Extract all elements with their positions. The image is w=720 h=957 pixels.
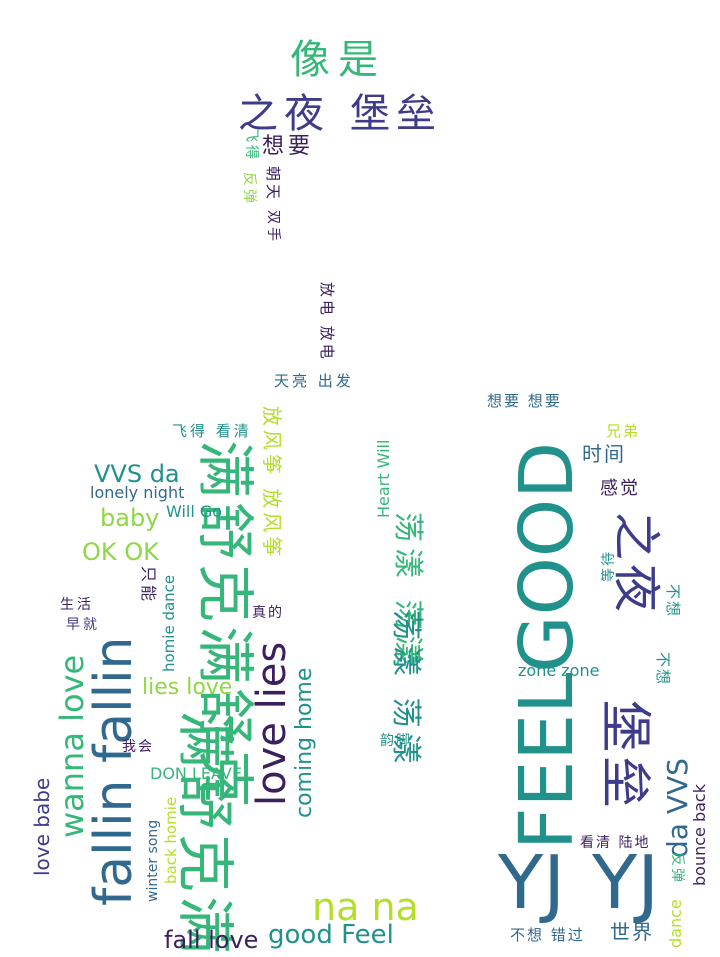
cloud-word: Will Go bbox=[166, 502, 223, 521]
cloud-word: 天亮 出发 bbox=[274, 372, 354, 390]
cloud-word: 双手 bbox=[265, 210, 281, 244]
cloud-word: 堡垒 bbox=[350, 91, 442, 137]
cloud-word: fall love bbox=[164, 926, 259, 954]
cloud-word: homie dance bbox=[160, 574, 178, 672]
cloud-word: baby bbox=[100, 504, 160, 532]
cloud-word: 堡垒 bbox=[594, 700, 654, 813]
cloud-word: 我会 bbox=[122, 739, 154, 755]
cloud-word: 想要 bbox=[262, 134, 315, 159]
cloud-word: 不想 错过 bbox=[510, 926, 585, 944]
cloud-word: fallin fallin bbox=[84, 636, 144, 906]
cloud-word: 反弹 bbox=[669, 852, 685, 884]
cloud-word: da VVS bbox=[661, 758, 694, 858]
cloud-word: 等待 bbox=[601, 550, 617, 582]
cloud-word: 只能 bbox=[139, 566, 158, 605]
cloud-word: 放电 放电 bbox=[318, 282, 336, 362]
cloud-word: na na bbox=[312, 885, 419, 929]
cloud-word: FEELGOOD bbox=[504, 441, 590, 850]
cloud-word: wanna love bbox=[53, 654, 91, 838]
cloud-word: 反弹 bbox=[241, 172, 257, 206]
cloud-word: 兄弟 bbox=[606, 422, 641, 440]
cloud-word: coming home bbox=[292, 667, 317, 818]
cloud-word: 不想 bbox=[664, 584, 682, 619]
cloud-word: zone zone bbox=[518, 661, 600, 680]
cloud-word: 时间 bbox=[582, 442, 626, 466]
cloud-word: 世界 bbox=[610, 920, 654, 944]
cloud-word: 不想 bbox=[654, 652, 672, 687]
cloud-word: 满舒克满舒克 bbox=[171, 710, 239, 957]
cloud-word: YJ bbox=[498, 840, 566, 926]
cloud-word: love babe bbox=[30, 777, 54, 876]
cloud-word: YJ bbox=[592, 840, 660, 926]
cloud-word: VVS da bbox=[94, 460, 180, 488]
cloud-word: 飞得 bbox=[243, 128, 259, 162]
cloud-word: Heart Will bbox=[374, 439, 393, 518]
cloud-word: 韵脚 bbox=[380, 733, 412, 749]
cloud-word: winter song bbox=[145, 819, 161, 902]
cloud-word: 想要 想要 bbox=[487, 392, 562, 410]
cloud-word: 之夜 bbox=[608, 512, 664, 617]
cloud-word: 放风筝 放风筝 bbox=[260, 406, 284, 561]
cloud-word: 生活 bbox=[60, 597, 94, 613]
cloud-word: good Feel bbox=[268, 920, 394, 950]
cloud-word: love lies bbox=[249, 641, 295, 806]
cloud-word: 之夜 bbox=[238, 91, 330, 137]
cloud-word: OK OK bbox=[82, 538, 159, 566]
cloud-word: 早就 bbox=[66, 617, 100, 633]
cloud-word: DON LEAVE bbox=[150, 764, 242, 783]
cloud-word: lies love bbox=[142, 675, 233, 700]
cloud-word: 感觉 bbox=[600, 478, 640, 499]
cloud-word: 看清 陆地 bbox=[580, 835, 651, 851]
cloud-word: 朝天 bbox=[264, 166, 282, 203]
cloud-word: dance bbox=[666, 899, 685, 948]
cloud-word: bounce back bbox=[690, 784, 709, 886]
cloud-word: 飞得 看清 bbox=[172, 422, 252, 440]
cloud-word: lonely night bbox=[90, 483, 185, 502]
cloud-word: 像是 bbox=[290, 37, 386, 83]
cloud-word: 真的 bbox=[252, 605, 284, 621]
